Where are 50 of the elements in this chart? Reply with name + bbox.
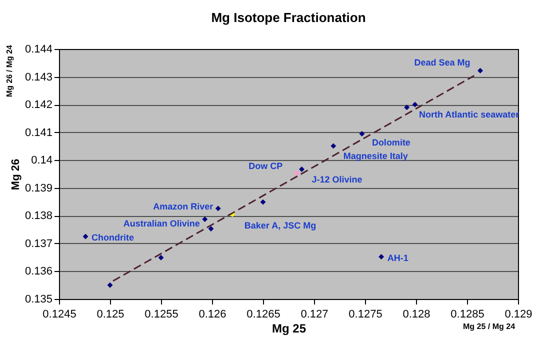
x-tick-label: 0.1255 bbox=[144, 308, 178, 320]
chart-title: Mg Isotope Fractionation bbox=[211, 10, 366, 25]
y-tick-label: 0.136 bbox=[24, 266, 52, 278]
point bbox=[215, 206, 221, 212]
y-tick-label: 0.141 bbox=[24, 126, 52, 139]
point bbox=[158, 254, 164, 260]
x-tick-label: 0.127 bbox=[300, 308, 328, 320]
annotation: Magnesite Italy bbox=[343, 150, 408, 161]
point bbox=[208, 226, 214, 232]
point bbox=[404, 104, 410, 110]
x-tick-label: 0.128 bbox=[402, 308, 430, 320]
point bbox=[359, 130, 365, 136]
point bbox=[299, 166, 304, 172]
annotation: Australian Olivine bbox=[123, 218, 200, 228]
point bbox=[378, 254, 384, 260]
y-tick-label: 0.144 bbox=[24, 44, 52, 56]
x-tick-label: 0.1265 bbox=[246, 308, 280, 320]
point bbox=[294, 170, 300, 176]
point bbox=[330, 143, 336, 149]
x-tick-label: 0.1285 bbox=[450, 308, 484, 320]
x-tick-label: 0.1275 bbox=[348, 308, 382, 320]
point bbox=[107, 282, 113, 288]
text: Mg 25 / Mg 24 bbox=[462, 322, 516, 331]
annotation: Dead Sea Mg bbox=[414, 58, 470, 68]
point bbox=[260, 199, 266, 205]
x-tick-label: 0.1245 bbox=[42, 308, 76, 320]
y-tick-label: 0.137 bbox=[24, 238, 52, 250]
y-tick-label: 0.142 bbox=[24, 99, 52, 112]
x-tick-label: 0.125 bbox=[96, 308, 124, 320]
point bbox=[412, 102, 418, 108]
y-tick-label: 0.143 bbox=[24, 71, 52, 84]
y-tick-label: 0.139 bbox=[24, 182, 52, 194]
y-axis-title: Mg 26 bbox=[10, 158, 22, 190]
y-tick-label: 0.138 bbox=[24, 210, 52, 222]
annotation: Baker A, JSC Mg bbox=[244, 220, 316, 230]
x-axis-title: Mg 25 bbox=[272, 322, 306, 336]
point bbox=[82, 234, 88, 240]
annotation: Chondrite bbox=[92, 232, 134, 242]
annotation: AH-1 bbox=[387, 252, 408, 263]
point bbox=[478, 68, 483, 74]
annotation: Dolomite bbox=[372, 138, 410, 148]
annotation: Amazon River bbox=[153, 201, 214, 212]
x-tick-label: 0.126 bbox=[198, 308, 226, 320]
annotation: Dow CP bbox=[248, 161, 283, 172]
text: Mg 26 / Mg 24 bbox=[5, 44, 14, 98]
y-tick-label: 0.135 bbox=[24, 294, 52, 306]
point bbox=[202, 216, 208, 222]
x-tick-label: 0.129 bbox=[504, 308, 532, 320]
y-tick-label: 0.14 bbox=[31, 154, 52, 167]
annotation: J-12 Olivine bbox=[312, 174, 362, 184]
